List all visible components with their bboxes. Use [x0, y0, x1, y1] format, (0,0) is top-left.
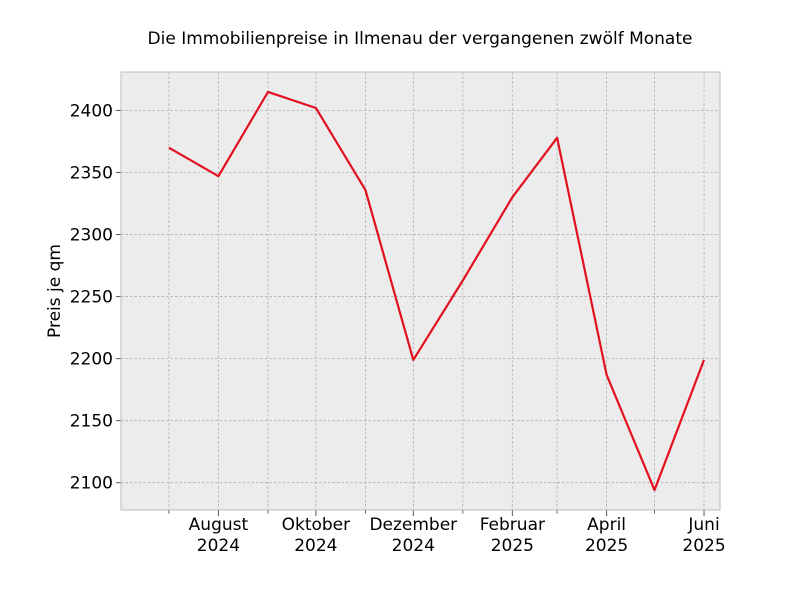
- x-tick-label: Juni 2025: [682, 515, 725, 556]
- plot-area: [121, 72, 720, 510]
- plot-frame: [120, 71, 721, 511]
- y-tick-label: 2200: [70, 350, 113, 370]
- x-tick-label: Dezember 2024: [369, 515, 457, 556]
- series-line: [168, 90, 706, 492]
- axis-ticks: August 2024 Oktober 2024 Dezember 2024 Februar…: [70, 101, 726, 556]
- y-tick-label: 2100: [70, 474, 113, 494]
- x-tick-label: Februar 2025: [480, 515, 545, 556]
- x-tick-label: April 2025: [585, 515, 628, 556]
- y-tick-label: 2400: [70, 101, 113, 121]
- x-tick-label: Oktober 2024: [282, 515, 351, 556]
- grid-lines: [121, 72, 720, 510]
- y-tick-label: 2300: [70, 226, 113, 246]
- y-tick-label: 2350: [70, 164, 113, 184]
- y-tick-label: 2150: [70, 412, 113, 432]
- chart-title: Die Immobilienpreise in Ilmenau der verg…: [148, 29, 693, 49]
- x-tick-label: August 2024: [189, 515, 249, 556]
- y-axis-label: Preis je qm: [45, 244, 65, 338]
- y-tick-label: 2250: [70, 288, 113, 308]
